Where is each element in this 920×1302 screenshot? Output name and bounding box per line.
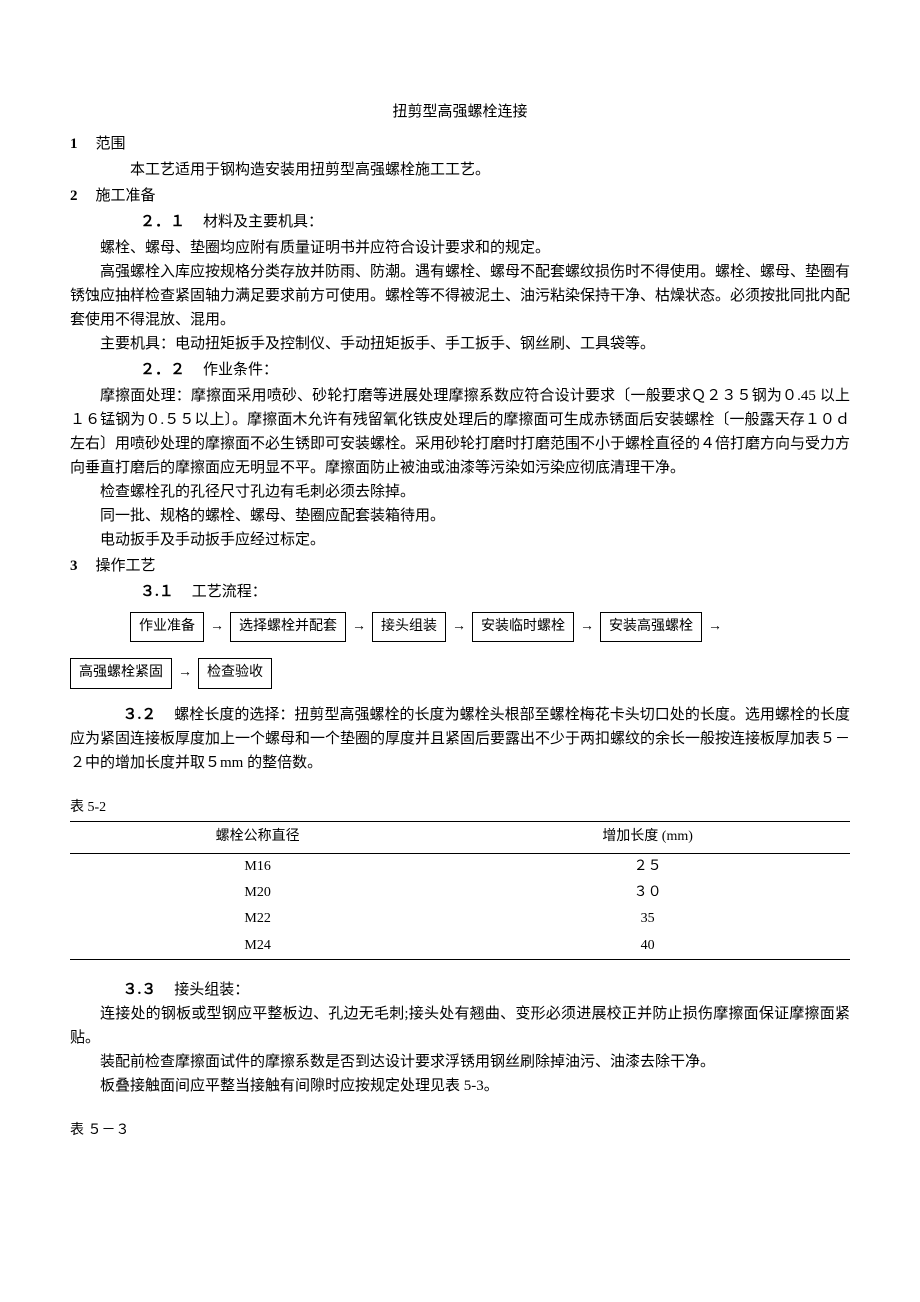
section-1-num: 1 xyxy=(70,132,78,156)
table-cell: 40 xyxy=(445,933,850,960)
table-row: M20 ３０ xyxy=(70,880,850,906)
section-2-2-num: ２．２ xyxy=(140,362,185,378)
table-row: M16 ２５ xyxy=(70,853,850,880)
arrow-icon: → xyxy=(352,616,366,638)
flow-box-4: 安装临时螺栓 xyxy=(472,612,574,642)
table-cell: M22 xyxy=(70,906,445,932)
section-2-1-title: 材料及主要机具： xyxy=(203,214,323,230)
table-cell: M16 xyxy=(70,853,445,880)
section-3-2-num: ３.２ xyxy=(123,707,157,723)
s2-p1: 螺栓、螺母、垫圈均应附有质量证明书并应符合设计要求和的规定。 xyxy=(70,236,850,260)
s3-p10: 板叠接触面间应平整当接触有间隙时应按规定处理见表 5-3。 xyxy=(70,1074,850,1098)
section-2-heading: 2 施工准备 xyxy=(70,184,850,208)
s2-p3: 主要机具：电动扭矩扳手及控制仪、手动扭矩扳手、手工扳手、钢丝刷、工具袋等。 xyxy=(70,332,850,356)
section-3-3-num: ３.３ xyxy=(123,982,157,998)
table-row: M22 35 xyxy=(70,906,850,932)
flow-box-7: 检查验收 xyxy=(198,658,272,688)
table-cell: 35 xyxy=(445,906,850,932)
section-3-2: ３.２螺栓长度的选择：扭剪型高强螺栓的长度为螺栓头根部至螺栓梅花卡头切口处的长度… xyxy=(70,703,850,775)
document-page: 扭剪型高强螺栓连接 1 范围 本工艺适用于钢构造安装用扭剪型高强螺栓施工工艺。 2… xyxy=(0,0,920,1205)
table-cell: M20 xyxy=(70,880,445,906)
section-3-3-heading: ３.３ 接头组装： xyxy=(70,978,850,1002)
flow-box-2: 选择螺栓并配套 xyxy=(230,612,346,642)
arrow-icon: → xyxy=(580,616,594,638)
section-3-1-num: ３.１ xyxy=(140,584,174,600)
s2-p7: 电动扳手及手动扳手应经过标定。 xyxy=(70,528,850,552)
section-2-2-title: 作业条件： xyxy=(203,362,278,378)
table-5-2: 螺栓公称直径 增加长度 (mm) M16 ２５ M20 ３０ M22 35 M2… xyxy=(70,821,850,960)
table-cell: M24 xyxy=(70,933,445,960)
s1-p1: 本工艺适用于钢构造安装用扭剪型高强螺栓施工工艺。 xyxy=(100,158,850,182)
arrow-icon: → xyxy=(178,662,192,684)
table-row: M24 40 xyxy=(70,933,850,960)
table-cell: ２５ xyxy=(445,853,850,880)
section-2-1-num: ２．１ xyxy=(140,214,185,230)
section-3-num: 3 xyxy=(70,554,78,578)
arrow-icon: → xyxy=(210,616,224,638)
section-3-2-text: 螺栓长度的选择：扭剪型高强螺栓的长度为螺栓头根部至螺栓梅花卡头切口处的长度。选用… xyxy=(70,707,850,771)
s3-p8: 连接处的钢板或型钢应平整板边、孔边无毛刺;接头处有翘曲、变形必须进展校正并防止损… xyxy=(70,1002,850,1050)
arrow-icon: → xyxy=(708,616,722,638)
section-2-1-heading: ２．１ 材料及主要机具： xyxy=(140,210,850,234)
s2-p5: 检查螺栓孔的孔径尺寸孔边有毛刺必须去除掉。 xyxy=(70,480,850,504)
flow-box-5: 安装高强螺栓 xyxy=(600,612,702,642)
section-1-title: 范围 xyxy=(96,136,126,152)
section-3-1-title: 工艺流程： xyxy=(192,584,267,600)
section-2-num: 2 xyxy=(70,184,78,208)
table-5-2-header-1: 螺栓公称直径 xyxy=(70,822,445,853)
section-2-2-heading: ２．２ 作业条件： xyxy=(140,358,850,382)
table-5-3-label: 表 ５－３ xyxy=(70,1120,850,1142)
flow-box-1: 作业准备 xyxy=(130,612,204,642)
section-3-title: 操作工艺 xyxy=(96,558,156,574)
s2-p2: 高强螺栓入库应按规格分类存放并防雨、防潮。遇有螺栓、螺母不配套螺纹损伤时不得使用… xyxy=(70,260,850,332)
table-5-2-header-2: 增加长度 (mm) xyxy=(445,822,850,853)
section-1-heading: 1 范围 xyxy=(70,132,850,156)
section-3-3-title: 接头组装： xyxy=(174,982,249,998)
s2-p4: 摩擦面处理：摩擦面采用喷砂、砂轮打磨等进展处理摩擦系数应符合设计要求〔一般要求Ｑ… xyxy=(70,384,850,480)
section-3-1-heading: ３.１ 工艺流程： xyxy=(140,580,850,604)
s3-p9: 装配前检查摩擦面试件的摩擦系数是否到达设计要求浮锈用钢丝刷除掉油污、油漆去除干净… xyxy=(70,1050,850,1074)
section-2-title: 施工准备 xyxy=(96,188,156,204)
flow-row-2: 高强螺栓紧固 → 检查验收 xyxy=(70,658,850,688)
page-title: 扭剪型高强螺栓连接 xyxy=(70,100,850,124)
arrow-icon: → xyxy=(452,616,466,638)
table-5-2-label: 表 5-2 xyxy=(70,797,850,819)
s2-p6: 同一批、规格的螺栓、螺母、垫圈应配套装箱待用。 xyxy=(70,504,850,528)
flow-box-3: 接头组装 xyxy=(372,612,446,642)
flow-box-6: 高强螺栓紧固 xyxy=(70,658,172,688)
flow-row-1: 作业准备 → 选择螺栓并配套 → 接头组装 → 安装临时螺栓 → 安装高强螺栓 … xyxy=(130,612,850,642)
section-3-heading: 3 操作工艺 xyxy=(70,554,850,578)
table-cell: ３０ xyxy=(445,880,850,906)
